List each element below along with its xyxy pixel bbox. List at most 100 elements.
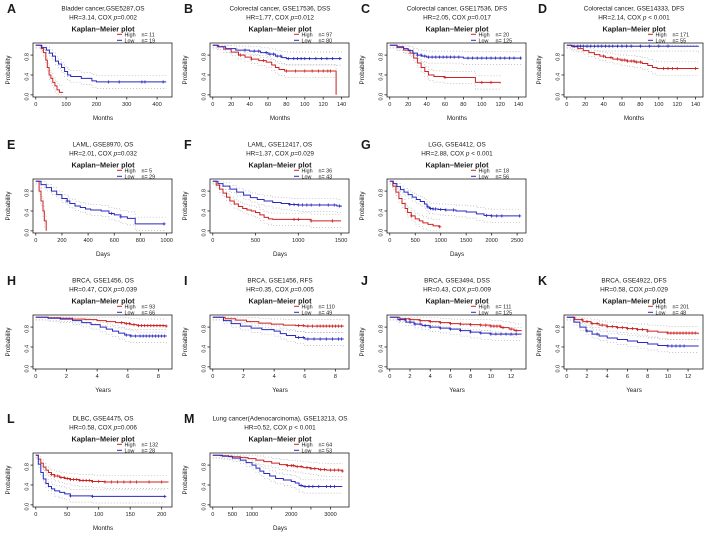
low-censor-marks <box>426 205 522 218</box>
x-tick-label: 0 <box>34 102 37 108</box>
panel-C-svg: C Colorectal cancer, GSE17536, DFS HR=2.05… <box>359 2 527 122</box>
x-axis-label: Years <box>272 387 288 394</box>
x-tick-label: 2 <box>408 374 411 380</box>
x-tick-label: 6 <box>126 374 129 380</box>
panel-K: K BRCA, GSE4922, DFS HR=0.58, COX p=0.029 K… <box>531 272 708 416</box>
x-axis: 0 500 1000 1500 2000 2500 Days <box>388 233 523 258</box>
legend-low-n: n= 49 <box>319 310 333 316</box>
x-tick-label: 2 <box>242 374 245 380</box>
y-axis-label: Probability <box>182 55 189 85</box>
x-axis: 0 50 100 150 200 Months <box>34 507 166 532</box>
y-tick-label: 0.4 <box>202 483 208 491</box>
legend-high-n: n= 93 <box>142 304 156 310</box>
y-tick-label: 0.8 <box>379 53 385 61</box>
confidence-band <box>212 316 344 320</box>
km-plot-title: Kaplan−Meier plot <box>71 25 135 34</box>
x-tick-label: 100 <box>94 512 103 518</box>
legend-low-n: n= 125 <box>496 38 513 44</box>
x-tick-label: 60 <box>442 102 448 108</box>
x-axis-label: Days <box>273 251 287 258</box>
legend-low-n: n= 48 <box>673 310 687 316</box>
y-tick-label: 0.8 <box>379 325 385 333</box>
legend-high-n: n= 110 <box>319 304 335 310</box>
x-axis: 0 2 4 6 8 Years <box>211 369 337 394</box>
x-tick-label: 120 <box>673 102 682 108</box>
x-tick-label: 60 <box>619 102 625 108</box>
legend: High n= 20 Low n= 125 <box>471 32 512 44</box>
y-axis: 0.0 0.4 0.8 Probability <box>182 189 210 237</box>
y-tick-label: 0.4 <box>25 73 31 81</box>
confidence-band <box>212 457 343 478</box>
panel-I-svg: I BRCA, GSE1456, RFS HR=0.35, COX p=0.005 K… <box>182 274 350 394</box>
high-curve <box>566 44 699 69</box>
high-censor-marks <box>408 318 518 333</box>
confidence-band <box>389 183 440 232</box>
low-censor-marks <box>297 335 344 341</box>
legend-high-label: High <box>125 32 136 38</box>
plot-box <box>563 42 704 98</box>
confidence-band <box>35 47 167 89</box>
panel-title-line1: Colorectal cancer, GSE17536, DFS <box>407 6 508 13</box>
high-censor-marks <box>238 53 333 73</box>
panel-C: C Colorectal cancer, GSE17536, DFS HR=2.05… <box>354 0 531 144</box>
legend-low-n: n= 19 <box>142 38 156 44</box>
legend: High n= 201 Low n= 48 <box>648 304 689 316</box>
km-plot-title: Kaplan−Meier plot <box>425 297 489 306</box>
confidence-band <box>35 44 64 87</box>
panel-letter: G <box>361 138 371 152</box>
x-axis-label: Months <box>447 115 467 122</box>
high-curve <box>389 180 441 227</box>
y-axis: 0.0 0.4 0.8 Probability <box>5 463 33 511</box>
x-tick-label: 0 <box>211 102 214 108</box>
confidence-band <box>35 319 167 344</box>
low-curve <box>35 44 167 83</box>
low-censor-marks <box>572 44 670 48</box>
high-curve <box>35 454 169 483</box>
legend-high-label: High <box>656 304 667 310</box>
x-axis: 0 200 400 600 800 1000 Days <box>34 233 173 258</box>
x-tick-label: 2500 <box>511 238 523 244</box>
panel-J: J BRCA, GSE3494, DSS HR=0.43, COX p=0.009 K… <box>354 272 531 416</box>
y-tick-label: 0.8 <box>25 189 31 197</box>
legend-high-n: n= 36 <box>319 168 333 174</box>
confidence-band <box>212 180 342 215</box>
legend-low-label: Low <box>479 174 489 180</box>
high-censor-marks <box>410 214 442 229</box>
plot-box <box>32 314 173 370</box>
panel-F: F LAML, GSE12417, OS HR=1.37, COX p=0.029 K… <box>177 136 354 280</box>
panel-E-svg: E LAML, GSE8970, OS HR=2.01, COX p=0.032 Ka… <box>5 138 173 258</box>
y-axis-label: Probability <box>359 327 366 357</box>
x-tick-label: 0 <box>211 374 214 380</box>
legend-high-label: High <box>479 304 490 310</box>
legend-high-n: n= 20 <box>496 32 510 38</box>
legend-low-n: n= 43 <box>319 174 333 180</box>
panel-title-line2: HR=1.77, COX p=0.012 <box>246 15 314 22</box>
legend-low-label: Low <box>125 174 135 180</box>
low-censor-marks <box>299 483 337 489</box>
x-axis-label: Days <box>450 251 464 258</box>
confidence-band <box>389 316 522 328</box>
y-tick-label: 0.4 <box>202 73 208 81</box>
y-axis-label: Probability <box>536 55 543 85</box>
plot-box <box>209 314 350 370</box>
y-tick-label: 0.8 <box>25 325 31 333</box>
y-axis: 0.0 0.4 0.8 Probability <box>5 189 33 237</box>
x-axis-label: Years <box>626 387 642 394</box>
panel-letter: H <box>7 274 16 288</box>
confidence-band <box>212 316 344 333</box>
panel-letter: D <box>538 2 547 16</box>
legend-low-label: Low <box>125 38 135 44</box>
y-axis-label: Probability <box>182 327 189 357</box>
panel-title-line1: BRCA, GSE1456, RFS <box>247 278 312 285</box>
confidence-band <box>35 44 167 76</box>
x-tick-label: 20 <box>582 102 588 108</box>
panel-M: M Lung cancer(Adenocarcinoma), GSE13213, … <box>177 410 354 554</box>
panel-G: G LGG, GSE4412, OS HR=2.88, COX p < 0.001 K… <box>354 136 531 280</box>
panel-title-line2: HR=0.47, COX p=0.039 <box>69 287 137 294</box>
panel-B: B Colorectal cancer, GSE17536, DSS HR=1.77… <box>177 0 354 144</box>
km-plot-title: Kaplan−Meier plot <box>248 25 312 34</box>
y-tick-label: 0.0 <box>25 229 31 237</box>
y-tick-label: 0.0 <box>202 229 208 237</box>
legend-low-label: Low <box>302 310 312 316</box>
legend-high-label: High <box>479 168 490 174</box>
